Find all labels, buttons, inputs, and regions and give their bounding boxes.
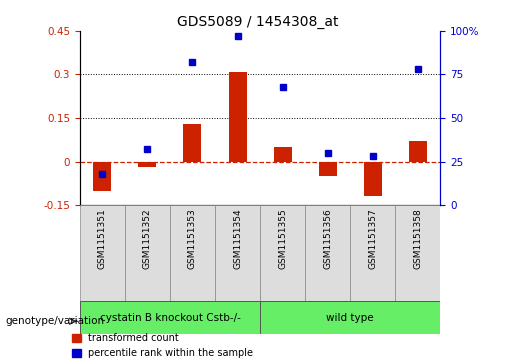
Text: wild type: wild type (327, 313, 374, 323)
Bar (170, 205, 215, 301)
Bar (215, 205, 260, 301)
Bar (396, 205, 440, 301)
Bar (183, 124, 201, 162)
Text: GSM1151357: GSM1151357 (368, 208, 377, 269)
Bar (260, 205, 305, 301)
Bar (273, 147, 291, 162)
Bar (319, 162, 337, 176)
Bar (229, 72, 247, 162)
Text: GSM1151352: GSM1151352 (143, 208, 152, 269)
Bar (364, 162, 382, 196)
Text: GSM1151355: GSM1151355 (278, 208, 287, 269)
Bar (93, 162, 111, 191)
Text: genotype/variation: genotype/variation (5, 316, 104, 326)
Bar (260, 301, 440, 334)
Text: GSM1151353: GSM1151353 (188, 208, 197, 269)
Text: GDS5089 / 1454308_at: GDS5089 / 1454308_at (177, 15, 338, 29)
Bar (139, 162, 157, 167)
Bar (80, 205, 125, 301)
Text: GSM1151358: GSM1151358 (414, 208, 422, 269)
Text: GSM1151354: GSM1151354 (233, 208, 242, 269)
Text: GSM1151356: GSM1151356 (323, 208, 332, 269)
Bar (305, 205, 350, 301)
Legend: transformed count, percentile rank within the sample: transformed count, percentile rank withi… (72, 333, 253, 358)
Bar (409, 141, 427, 162)
Text: GSM1151351: GSM1151351 (98, 208, 107, 269)
Bar (125, 205, 170, 301)
Bar (80, 301, 260, 334)
Text: cystatin B knockout Cstb-/-: cystatin B knockout Cstb-/- (99, 313, 241, 323)
Bar (350, 205, 396, 301)
